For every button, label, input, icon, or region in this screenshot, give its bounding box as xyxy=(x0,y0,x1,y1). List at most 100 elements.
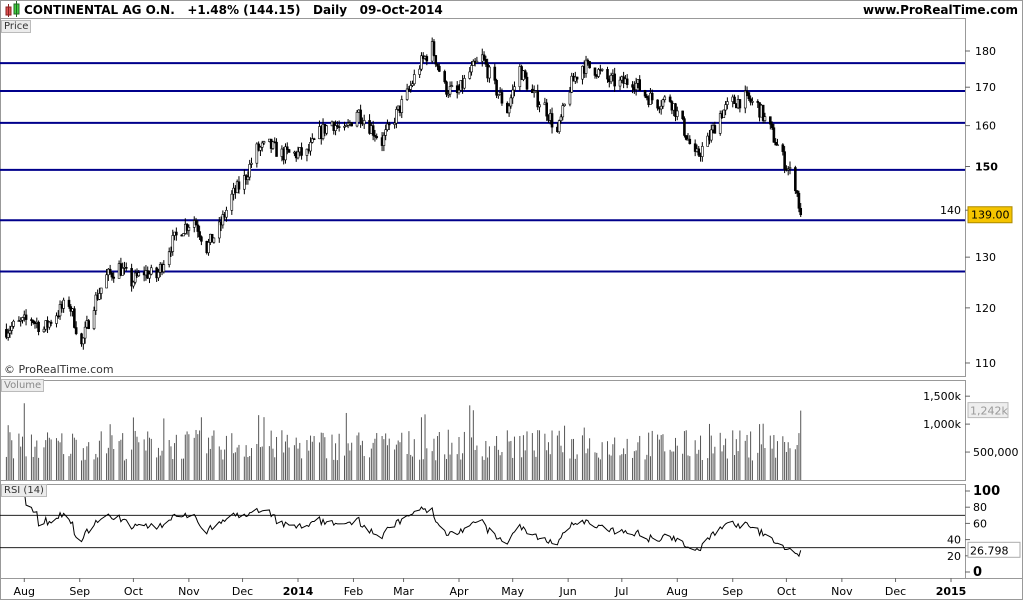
candle-body xyxy=(420,55,423,70)
candle-body xyxy=(82,337,85,345)
candle-body xyxy=(395,109,398,124)
candle-body xyxy=(446,93,450,96)
candle-body xyxy=(645,95,649,99)
candle-body xyxy=(432,41,436,56)
candle-body xyxy=(457,89,461,94)
candle-body xyxy=(350,122,353,127)
candle-body xyxy=(149,267,153,275)
volume-tick-label: 500,000 xyxy=(973,446,1019,459)
candle-body xyxy=(171,235,175,252)
candle-body xyxy=(436,63,439,67)
candle-body xyxy=(6,332,10,338)
candle-body xyxy=(593,67,597,76)
x-tick-label: Nov xyxy=(178,585,200,598)
candle-body xyxy=(468,71,472,79)
candle-body xyxy=(693,143,697,152)
candle-body xyxy=(110,272,114,278)
candle-body xyxy=(668,96,672,102)
candle-body xyxy=(311,138,314,143)
candle-body xyxy=(513,86,516,91)
candle-body xyxy=(21,317,24,321)
y-tick-label: 170 xyxy=(975,81,996,94)
candle-body xyxy=(688,138,692,145)
candle-body xyxy=(345,125,348,127)
candle-body xyxy=(538,104,541,108)
candle-body xyxy=(112,276,116,279)
candle-body xyxy=(709,129,713,141)
candle-body xyxy=(674,103,677,117)
candle-body xyxy=(259,146,262,151)
candle-body xyxy=(255,143,259,164)
candle-body xyxy=(749,98,752,103)
x-tick-label: Aug xyxy=(667,585,688,598)
candle-body xyxy=(443,71,447,83)
candle-body xyxy=(536,90,540,108)
candle-body xyxy=(561,105,565,118)
candle-body xyxy=(493,66,497,81)
candle-body xyxy=(525,76,529,90)
rsi-last-tag xyxy=(967,541,1021,558)
candle-body xyxy=(761,104,765,121)
candle-body xyxy=(58,304,62,317)
candle-body xyxy=(597,69,600,77)
candle-body xyxy=(133,272,137,283)
candle-body xyxy=(500,92,504,104)
candle-body xyxy=(309,141,312,152)
candle-body xyxy=(287,149,291,153)
candle-body xyxy=(484,59,488,65)
candle-body xyxy=(681,110,684,119)
y-tick-label: 150 xyxy=(975,161,998,174)
pane-frame xyxy=(0,484,966,579)
candle-body xyxy=(495,80,498,96)
date: 09-Oct-2014 xyxy=(359,3,443,17)
candle-body xyxy=(243,175,246,190)
candle-body xyxy=(400,99,404,113)
candle-body xyxy=(373,135,377,137)
chart-header: CONTINENTAL AG O.N. +1.48% (144.15) Dail… xyxy=(0,0,1024,18)
candle-body xyxy=(343,126,346,128)
candle-body xyxy=(124,267,128,269)
candle-body xyxy=(701,146,704,157)
candle-body xyxy=(37,321,40,333)
period[interactable]: Daily xyxy=(313,3,348,17)
volume-pane-label: Volume xyxy=(1,379,45,392)
candle-body xyxy=(62,299,65,309)
candle-body xyxy=(221,214,225,226)
rsi-last-label: 26.798 xyxy=(970,544,1009,557)
candle-body xyxy=(738,99,742,109)
candle-body xyxy=(425,56,429,62)
candle-body xyxy=(411,83,414,86)
candle-body xyxy=(300,147,303,156)
candle-body xyxy=(613,73,616,87)
candle-body xyxy=(475,60,479,63)
candle-body xyxy=(19,319,22,322)
candle-body xyxy=(73,308,76,328)
candle-body xyxy=(794,167,797,192)
y-tick-label: 130 xyxy=(975,251,996,264)
candle-body xyxy=(770,123,774,129)
y-tick-label: 180 xyxy=(975,45,996,58)
candle-body xyxy=(509,97,513,107)
candle-body xyxy=(606,69,609,80)
candle-body xyxy=(713,125,717,134)
candle-body xyxy=(772,127,776,143)
candle-body xyxy=(359,109,362,123)
candle-body xyxy=(795,190,799,194)
x-tick-label: Dec xyxy=(885,585,906,598)
candle-body xyxy=(412,74,416,85)
site-link[interactable]: www.ProRealTime.com xyxy=(863,3,1018,17)
x-tick-label: Sep xyxy=(722,585,743,598)
change-value: +1.48% (144.15) xyxy=(187,3,301,17)
candle-body xyxy=(683,118,686,136)
candle-body xyxy=(445,81,448,95)
candle-body xyxy=(30,319,33,321)
candle-body xyxy=(697,148,701,156)
candle-body xyxy=(382,135,386,146)
candle-body xyxy=(262,141,266,144)
candle-body xyxy=(12,320,15,327)
candle-body xyxy=(92,310,96,329)
candle-body xyxy=(362,120,366,125)
x-tick-label: Dec xyxy=(232,585,253,598)
y-tick-label: 110 xyxy=(975,357,996,370)
